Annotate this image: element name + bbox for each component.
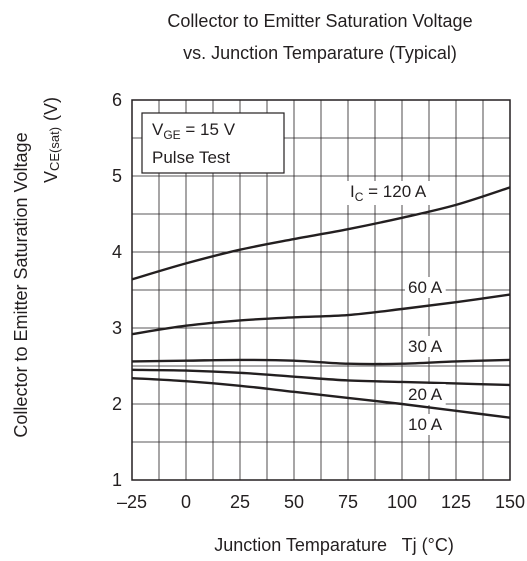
y-tick-label: 2 [112, 394, 122, 414]
series-label-60a: 60 A [408, 278, 443, 297]
series-label-bg [405, 384, 446, 405]
series-line [131, 376, 511, 419]
x-tick-label: 150 [495, 492, 525, 512]
condition-vge: VGE = 15 V [152, 120, 236, 142]
series-label-bg [405, 277, 446, 298]
y-axis-label-line-2: VCE(sat) (V) [41, 97, 63, 183]
x-tick-label: 125 [441, 492, 471, 512]
y-tick-label: 4 [112, 242, 122, 262]
plot-frame [131, 99, 511, 481]
x-tick-label: –25 [117, 492, 147, 512]
x-tick-label: 50 [284, 492, 304, 512]
condition-pulse-test: Pulse Test [152, 148, 230, 167]
x-axis-label: Junction Temparature Tj (°C) [214, 535, 454, 555]
grid-lines [132, 100, 510, 480]
y-tick-label: 5 [112, 166, 122, 186]
series-line [131, 186, 511, 281]
condition-vge-sub: GE [163, 128, 180, 142]
y-tick-label: 3 [112, 318, 122, 338]
series-label-bg [347, 181, 430, 205]
condition-vge-main: V [152, 120, 164, 139]
data-series: IC = 120 A 60 A 30 A 20 A 10 A [131, 181, 511, 435]
series-label-20a: 20 A [408, 385, 443, 404]
x-tick-label: 0 [181, 492, 191, 512]
chart-title-line-1: Collector to Emitter Saturation Voltage [167, 11, 472, 31]
series-label-120a: IC = 120 A [350, 182, 427, 204]
axis-ticks: –25 0 25 50 75 100 125 150 1 2 3 4 5 6 [112, 90, 525, 512]
condition-box-frame [141, 112, 285, 174]
y-tick-label: 6 [112, 90, 122, 110]
condition-vge-rest: = 15 V [181, 120, 236, 139]
x-tick-label: 100 [387, 492, 417, 512]
x-tick-label: 25 [230, 492, 250, 512]
y-axis-label-unit: (V) [41, 97, 61, 121]
y-axis-label-main: V [41, 171, 61, 183]
condition-box: VGE = 15 V Pulse Test [141, 112, 285, 174]
series-label-bg [405, 414, 446, 435]
series-label-bg [405, 336, 446, 357]
y-tick-label: 1 [112, 470, 122, 490]
series-label-10a: 10 A [408, 415, 443, 434]
series-line [131, 293, 511, 336]
series-label-30a: 30 A [408, 337, 443, 356]
y-axis-label-sub: CE(sat) [47, 127, 62, 171]
x-tick-label: 75 [338, 492, 358, 512]
y-axis-label-line-1: Collector to Emitter Saturation Voltage [11, 132, 31, 437]
series-line [131, 368, 511, 387]
series-line [131, 358, 511, 366]
chart-title-line-2: vs. Junction Temparature (Typical) [183, 43, 457, 63]
